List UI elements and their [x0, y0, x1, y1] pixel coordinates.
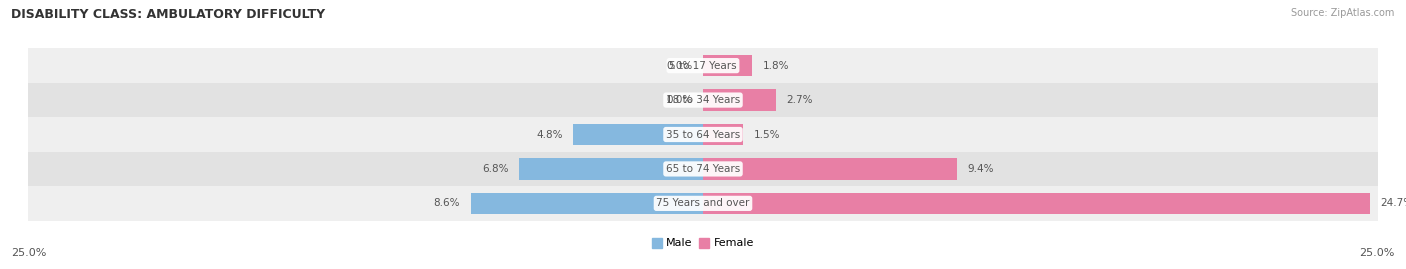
Text: 0.0%: 0.0%	[666, 61, 692, 71]
Text: 75 Years and over: 75 Years and over	[657, 198, 749, 208]
Text: Source: ZipAtlas.com: Source: ZipAtlas.com	[1291, 8, 1395, 18]
Text: 8.6%: 8.6%	[433, 198, 460, 208]
Bar	[519, 158, 703, 180]
Bar	[574, 124, 703, 145]
Text: 4.8%: 4.8%	[536, 129, 562, 140]
Text: 24.7%: 24.7%	[1381, 198, 1406, 208]
Bar	[703, 55, 752, 76]
Text: 25.0%: 25.0%	[11, 248, 46, 258]
Text: 6.8%: 6.8%	[482, 164, 509, 174]
Bar	[471, 193, 703, 214]
Text: 35 to 64 Years: 35 to 64 Years	[666, 129, 740, 140]
Text: 1.8%: 1.8%	[762, 61, 789, 71]
Bar	[28, 83, 1378, 117]
Text: 25.0%: 25.0%	[1360, 248, 1395, 258]
Text: 2.7%: 2.7%	[787, 95, 813, 105]
Text: 5 to 17 Years: 5 to 17 Years	[669, 61, 737, 71]
Text: 9.4%: 9.4%	[967, 164, 994, 174]
Bar	[703, 193, 1369, 214]
Bar	[28, 117, 1378, 152]
Bar	[703, 158, 956, 180]
Bar	[703, 124, 744, 145]
Text: DISABILITY CLASS: AMBULATORY DIFFICULTY: DISABILITY CLASS: AMBULATORY DIFFICULTY	[11, 8, 325, 21]
Text: 65 to 74 Years: 65 to 74 Years	[666, 164, 740, 174]
Bar	[28, 186, 1378, 221]
Text: 0.0%: 0.0%	[666, 95, 692, 105]
Bar	[28, 152, 1378, 186]
Bar	[28, 48, 1378, 83]
Text: 18 to 34 Years: 18 to 34 Years	[666, 95, 740, 105]
Text: 1.5%: 1.5%	[754, 129, 780, 140]
Legend: Male, Female: Male, Female	[647, 233, 759, 253]
Bar	[703, 89, 776, 111]
